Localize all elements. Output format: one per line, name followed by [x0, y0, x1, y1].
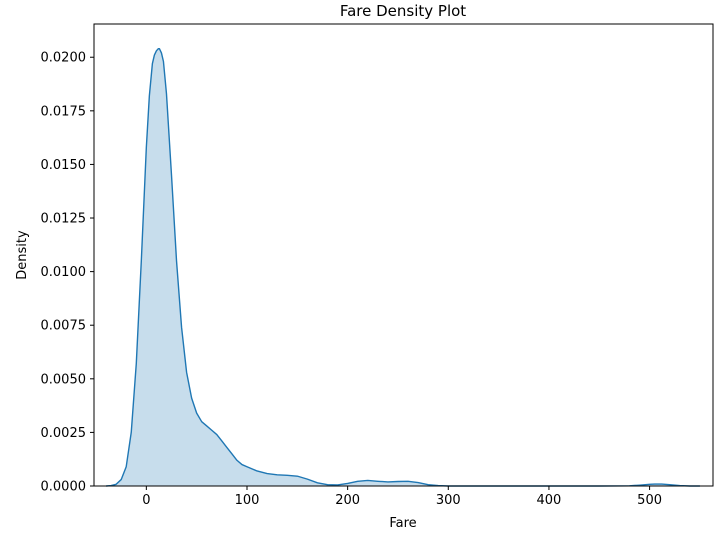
x-axis: 0 100 200 300 400 500	[142, 486, 662, 508]
y-tick-label: 0.0000	[41, 480, 87, 495]
x-tick-label: 400	[537, 493, 562, 508]
y-axis: 0.0000 0.0025 0.0050 0.0075 0.0100 0.0125 0.01…	[41, 51, 94, 495]
y-tick-label: 0.0100	[41, 265, 87, 280]
y-tick-label: 0.0150	[41, 158, 87, 173]
y-axis-label: Density	[15, 230, 30, 280]
y-tick-label: 0.0075	[41, 319, 87, 334]
x-tick-label: 100	[235, 493, 260, 508]
y-tick-label: 0.0175	[41, 104, 87, 119]
x-tick-label: 300	[436, 493, 461, 508]
plot-frame	[93, 23, 714, 487]
density-fill-area	[106, 48, 700, 487]
x-tick-label: 0	[142, 493, 150, 508]
x-axis-label: Fare	[389, 516, 416, 531]
y-tick-label: 0.0025	[41, 426, 87, 441]
y-tick-label: 0.0050	[41, 372, 87, 387]
y-tick-label: 0.0125	[41, 212, 87, 227]
plot-area	[106, 47, 700, 487]
chart-title: Fare Density Plot	[340, 2, 466, 20]
x-tick-label: 200	[335, 493, 360, 508]
x-tick-label: 500	[637, 493, 662, 508]
y-tick-label: 0.0200	[41, 51, 87, 66]
